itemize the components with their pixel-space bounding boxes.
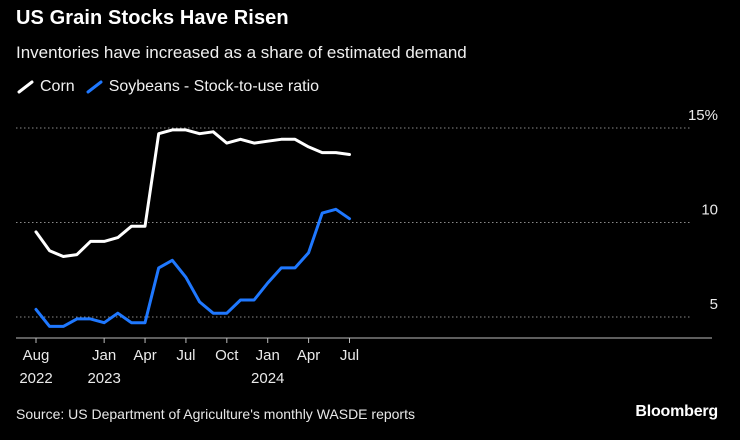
y-tick-label-15: 15% [688,107,718,124]
legend-suffix-text: Stock-to-use ratio [193,78,320,95]
x-tick-label-4: Oct [215,347,239,364]
x-tick-year-5: 2024 [251,370,284,387]
series-line-corn [34,128,351,258]
x-tick-label-0: Aug [23,347,50,364]
x-tick-label-6: Apr [297,347,320,364]
x-tick-year-0: 2022 [19,370,52,387]
legend-swatch-soybeans [85,79,105,95]
x-tick-label-3: Jul [176,347,195,364]
bloomberg-logo: Bloomberg [635,403,718,420]
x-tick-label-7: Jul [340,347,359,364]
legend-label-soybeans: Soybeans [108,78,180,95]
chart-title: US Grain Stocks Have Risen [16,7,289,29]
legend: Corn Soybeans - Stock-to-use ratio [16,78,329,96]
x-tick-label-1: Jan [92,347,116,364]
source-note: Source: US Department of Agriculture's m… [16,406,415,422]
legend-suffix: - Stock-to-use ratio [183,78,320,95]
legend-entry-soybeans: Soybeans - Stock-to-use ratio [85,78,319,96]
x-tick-label-2: Apr [133,347,156,364]
y-tick-label-10: 10 [701,202,718,219]
chart-subtitle: Inventories have increased as a share of… [16,43,467,62]
x-tick-label-5: Jan [256,347,280,364]
legend-label-corn: Corn [40,78,75,95]
series-line-soybeans [34,207,351,328]
legend-swatch-corn [16,79,36,95]
x-tick-year-1: 2023 [87,370,120,387]
legend-entry-corn: Corn [16,78,75,96]
y-tick-label-5: 5 [710,296,718,313]
